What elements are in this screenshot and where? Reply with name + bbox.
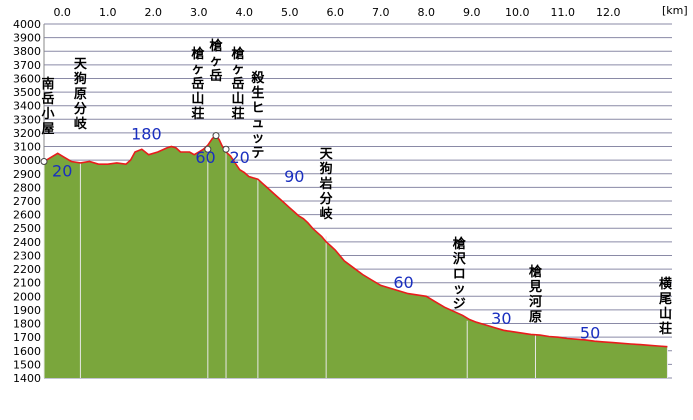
y-tick-label: 3800 <box>13 45 41 58</box>
y-tick-label: 2300 <box>13 249 41 262</box>
x-tick-label: 11.0 <box>551 6 576 19</box>
y-tick-label: 3200 <box>13 127 41 140</box>
x-tick-label: 4.0 <box>235 6 253 19</box>
segment-time-label: 20 <box>52 161 72 180</box>
y-tick-label: 1500 <box>13 358 41 371</box>
y-tick-label: 3700 <box>13 59 41 72</box>
elevation-line <box>43 134 668 348</box>
waypoint-markers <box>40 132 230 166</box>
waypoint-label: 槍ヶ岳山荘 <box>190 46 205 122</box>
x-tick-label: 3.0 <box>190 6 208 19</box>
segment-time-label: 50 <box>580 324 600 343</box>
waypoint-label: 天狗岩分岐 <box>319 147 334 222</box>
x-tick-label: 1.0 <box>99 6 117 19</box>
segment-time-label: 20 <box>230 148 250 167</box>
waypoint-label: 殺生ヒュッテ <box>250 70 265 161</box>
y-tick-label: 3100 <box>13 141 41 154</box>
waypoint-label: 槍ヶ岳山荘 <box>231 46 246 122</box>
x-tick-label: 8.0 <box>418 6 436 19</box>
y-tick-label: 2600 <box>13 209 41 222</box>
x-tick-label: 5.0 <box>281 6 299 19</box>
y-tick-labels: 1400150016001700180019002000210022002300… <box>13 18 41 385</box>
y-tick-label: 1700 <box>13 331 41 344</box>
x-tick-label: 2.0 <box>144 6 162 19</box>
y-tick-label: 3400 <box>13 100 41 113</box>
x-tick-label: 12.0 <box>596 6 621 19</box>
y-tick-label: 4000 <box>13 18 41 31</box>
x-tick-label: 6.0 <box>326 6 344 19</box>
x-tick-label: 0.0 <box>53 6 71 19</box>
waypoint-marker <box>40 158 48 166</box>
y-tick-label: 3300 <box>13 113 41 126</box>
y-tick-label: 2000 <box>13 290 41 303</box>
waypoint-marker <box>204 145 212 153</box>
waypoint-label: 天狗原分岐 <box>74 57 88 132</box>
x-tick-label: 9.0 <box>463 6 481 19</box>
y-tick-label: 2100 <box>13 277 41 290</box>
waypoint-label: 槍見河原 <box>528 264 543 325</box>
waypoint-label: 南岳小屋 <box>41 76 54 137</box>
y-tick-label: 2500 <box>13 222 41 235</box>
segment-time-labels: 20 180 60 20 90 60 30 50 <box>52 125 600 343</box>
y-tick-label: 3000 <box>13 154 41 167</box>
y-tick-label: 3500 <box>13 86 41 99</box>
y-tick-label: 1900 <box>13 304 41 317</box>
y-tick-label: 2700 <box>13 195 41 208</box>
elevation-area <box>44 135 668 378</box>
waypoint-label: 槍ヶ岳 <box>209 38 224 84</box>
y-tick-label: 2800 <box>13 181 41 194</box>
y-tick-label: 1400 <box>13 372 41 385</box>
segment-time-label: 90 <box>284 167 304 186</box>
x-tick-labels: 0.0 1.0 2.0 3.0 4.0 5.0 6.0 7.0 8.0 9.0 10.0 11.0 12… <box>53 6 620 19</box>
x-tick-label: 7.0 <box>372 6 390 19</box>
segment-time-label: 60 <box>393 273 413 292</box>
y-tick-label: 1800 <box>13 318 41 331</box>
waypoint-label: 横尾山荘 <box>659 276 673 337</box>
segment-time-label: 30 <box>491 309 511 328</box>
y-tick-label: 1600 <box>13 345 41 358</box>
waypoint-label: 槍沢ロッジ <box>452 236 467 312</box>
y-tick-label: 2400 <box>13 236 41 249</box>
segment-time-label: 60 <box>195 148 215 167</box>
segment-time-label: 180 <box>131 125 162 144</box>
y-tick-label: 2200 <box>13 263 41 276</box>
x-tick-label: 10.0 <box>505 6 530 19</box>
y-tick-label: 3600 <box>13 72 41 85</box>
waypoint-marker <box>222 145 230 153</box>
y-tick-label: 2900 <box>13 168 41 181</box>
x-unit-label: [km] <box>662 4 688 17</box>
waypoint-lines <box>43 149 668 378</box>
y-tick-label: 3900 <box>13 32 41 45</box>
waypoint-marker <box>212 132 220 140</box>
